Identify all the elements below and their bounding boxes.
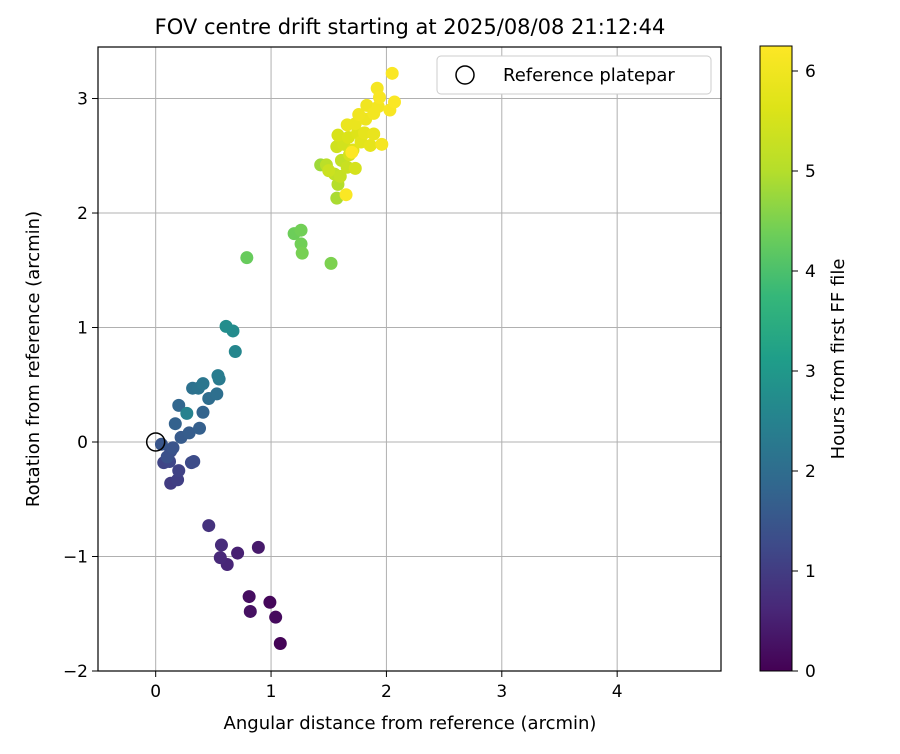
y-tick-label: −1: [63, 548, 88, 568]
scatter-point: [182, 426, 196, 440]
grid: [98, 47, 721, 672]
scatter-point: [196, 377, 210, 391]
y-axis-ticks: −2 −1 0 1 2 3: [63, 90, 98, 682]
scatter-point: [269, 610, 283, 624]
scatter-point: [187, 454, 201, 468]
scatter-point: [202, 519, 216, 533]
scatter-point: [345, 145, 359, 159]
scatter-point: [242, 590, 256, 604]
scatter-point: [295, 246, 309, 260]
legend: Reference platepar: [436, 55, 712, 95]
scatter-point: [333, 169, 347, 183]
scatter-point: [352, 108, 366, 122]
scatter-point: [243, 604, 257, 618]
scatter-point: [324, 256, 338, 270]
y-tick-label: 3: [77, 90, 88, 110]
scatter-point: [240, 251, 254, 265]
colorbar-tick-label: 1: [805, 562, 816, 582]
y-tick-label: 2: [77, 204, 88, 224]
x-tick-label: 1: [266, 682, 277, 702]
colorbar-gradient: [759, 45, 793, 672]
y-axis-label: Rotation from reference (arcmin): [23, 211, 44, 507]
scatter-point: [331, 128, 345, 142]
legend-label: Reference platepar: [503, 65, 675, 86]
scatter-point: [373, 90, 387, 104]
x-tick-label: 0: [150, 682, 161, 702]
legend-reference-marker: [455, 65, 475, 85]
scatter-point: [214, 538, 228, 552]
scatter-point: [180, 406, 194, 420]
scatter-point: [263, 595, 277, 609]
colorbar-tick-label: 0: [805, 662, 816, 682]
colorbar-tick-label: 6: [805, 62, 816, 82]
colorbar-tick-label: 3: [805, 362, 816, 382]
scatter-point: [375, 137, 389, 151]
chart-title: FOV centre drift starting at 2025/08/08 …: [155, 15, 666, 39]
colorbar-tick-label: 5: [805, 162, 816, 182]
y-tick-label: 1: [77, 319, 88, 339]
colorbar-label: Hours from first FF file: [828, 259, 849, 460]
x-tick-label: 2: [381, 682, 392, 702]
colorbar-ticks: 0 1 2 3 4 5 6: [792, 62, 816, 682]
x-axis-label: Angular distance from reference (arcmin): [224, 713, 597, 734]
x-tick-label: 4: [612, 682, 623, 702]
scatter-point: [367, 127, 381, 141]
scatter-point: [294, 223, 308, 237]
scatter-points: [154, 66, 402, 651]
scatter-point: [339, 188, 353, 202]
y-tick-label: −2: [63, 662, 88, 682]
scatter-point: [340, 118, 354, 132]
scatter-point: [322, 164, 336, 178]
x-axis-ticks: 0 1 2 3 4: [150, 671, 623, 702]
colorbar-tick-label: 4: [805, 262, 816, 282]
scatter-point: [388, 95, 402, 109]
scatter-point: [219, 319, 233, 333]
y-tick-label: 0: [77, 433, 88, 453]
scatter-point: [166, 441, 180, 455]
scatter-point: [348, 161, 362, 175]
scatter-point: [172, 398, 186, 412]
scatter-point: [168, 417, 182, 431]
colorbar-tick-label: 2: [805, 462, 816, 482]
scatter-point: [213, 551, 227, 565]
scatter-point: [193, 421, 207, 435]
scatter-point: [211, 369, 225, 383]
colorbar: 0 1 2 3 4 5 6 Hours from first FF file: [759, 45, 849, 682]
scatter-point: [385, 66, 399, 80]
scatter-point: [363, 138, 377, 152]
reference-platepar-point: [145, 432, 166, 452]
scatter-point: [172, 464, 186, 478]
scatter-point: [210, 387, 224, 401]
scatter-point: [273, 637, 287, 651]
x-tick-label: 3: [496, 682, 507, 702]
scatter-point: [231, 546, 245, 560]
reference-marker: [145, 432, 166, 452]
scatter-point: [196, 405, 210, 419]
plot-frame: [97, 46, 722, 672]
legend-box: [436, 55, 712, 95]
scatter-point: [228, 345, 242, 359]
scatter-point: [251, 540, 265, 554]
